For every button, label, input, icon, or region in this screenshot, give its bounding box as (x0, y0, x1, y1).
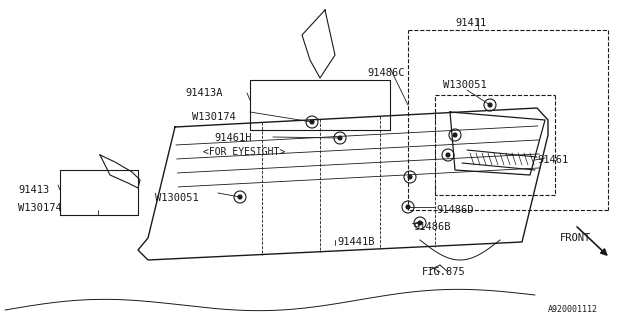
Text: 91486D: 91486D (436, 205, 474, 215)
Circle shape (488, 103, 492, 107)
Text: W130174: W130174 (192, 112, 236, 122)
Circle shape (408, 175, 412, 179)
Circle shape (418, 221, 422, 225)
Text: FIG.875: FIG.875 (422, 267, 466, 277)
Text: 91461H: 91461H (214, 133, 252, 143)
Text: 91486C: 91486C (367, 68, 404, 78)
Circle shape (453, 133, 457, 137)
Text: 91441B: 91441B (337, 237, 374, 247)
Text: 91411: 91411 (455, 18, 486, 28)
Text: A920001112: A920001112 (548, 305, 598, 314)
Text: W130051: W130051 (155, 193, 199, 203)
Text: 91486B: 91486B (413, 222, 451, 232)
Circle shape (446, 153, 450, 157)
Circle shape (338, 136, 342, 140)
Text: W130051: W130051 (443, 80, 487, 90)
Text: 91413: 91413 (18, 185, 49, 195)
Circle shape (310, 120, 314, 124)
Text: 91413A: 91413A (185, 88, 223, 98)
Circle shape (406, 205, 410, 209)
Text: <FOR EYESIGHT>: <FOR EYESIGHT> (203, 147, 285, 157)
Text: FRONT: FRONT (560, 233, 591, 243)
Text: W130174: W130174 (18, 203, 61, 213)
Circle shape (238, 195, 242, 199)
Text: 91461: 91461 (537, 155, 568, 165)
